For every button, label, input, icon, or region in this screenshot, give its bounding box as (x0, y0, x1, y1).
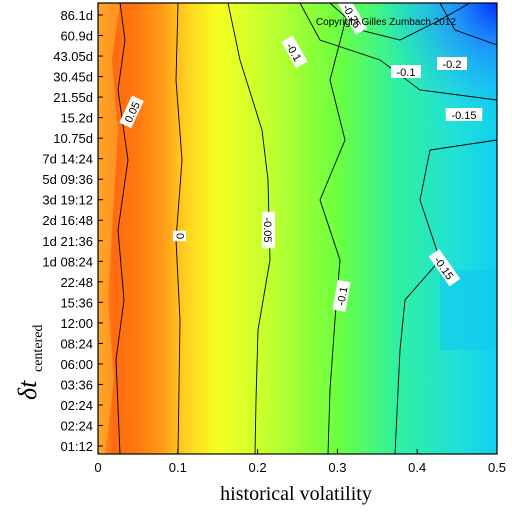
y-tick-label: 43.05d (53, 49, 93, 64)
y-tick-label: 21.55d (53, 90, 93, 105)
y-tick-label: 5d 09:36 (42, 172, 93, 187)
contour-label: -0.15 (445, 108, 483, 122)
x-axis-ticks: 0 0.1 0.2 0.3 0.4 0.5 (94, 449, 506, 475)
x-tick-label: 0.3 (328, 460, 346, 475)
y-axis-label: δt centered (13, 325, 46, 400)
x-axis-label: historical volatility (220, 483, 372, 505)
contour-label: -0.1 (332, 280, 351, 312)
heatmap-surface: 0.050 -0.05-0.1-0.1-0.15-0.15-0.2-0.25-0.… (98, 3, 497, 454)
y-tick-label: 06:00 (60, 357, 93, 372)
y-tick-label: 2d 16:48 (42, 213, 93, 228)
contour-label-text: -0.15 (451, 110, 476, 122)
contour-line (175, 3, 183, 454)
contour-label-text: -0.05 (261, 217, 273, 242)
contour-label-bg (337, 3, 368, 35)
contour-label-bg (445, 108, 483, 121)
y-tick-label: 3d 19:12 (42, 193, 93, 208)
contour-label-bg (332, 280, 351, 312)
contour-label: -0.2 (437, 57, 467, 71)
contour-line (439, 3, 497, 46)
contour-label-bg (281, 35, 308, 68)
contour-label-bg (119, 95, 144, 129)
contour-label-text: 0 (175, 233, 187, 239)
y-tick-label: 02:24 (60, 418, 93, 433)
x-tick-label: 0.5 (488, 460, 506, 475)
contour-label: -0.05 (261, 211, 275, 249)
contour-line (319, 3, 351, 454)
copyright-text: Copyright Gilles Zumbach 2012 (316, 17, 457, 28)
y-tick-label: 10.75d (53, 131, 93, 146)
y-tick-label: 03:36 (60, 377, 93, 392)
x-tick-label: 0.1 (169, 460, 187, 475)
contour-line (115, 3, 129, 454)
contour-label-text: -0.1 (397, 67, 416, 79)
x-tick-label: 0.2 (249, 460, 267, 475)
y-axis-ticks: 86.1d 60.9d 43.05d 30.45d 21.55d 15.2d 10.75d 7… (42, 8, 103, 454)
y-axis-label-sub: centered (31, 325, 46, 372)
contour-label-bg (173, 230, 186, 242)
contour-label-text: -0.1 (335, 286, 350, 307)
x-tick-label: 0 (94, 460, 101, 475)
y-tick-label: 86.1d (60, 8, 93, 23)
contour-label: -0.1 (391, 65, 421, 79)
y-tick-label: 01:12 (60, 439, 93, 454)
y-tick-label: 15:36 (60, 295, 93, 310)
contour-label-text: -0.2 (443, 59, 462, 71)
contour-label-bg (262, 211, 275, 249)
contour-line (299, 3, 497, 101)
y-axis-label-main: δt (13, 380, 42, 400)
y-tick-label: 12:00 (60, 316, 93, 331)
plot-frame (97, 2, 498, 455)
y-tick-label: 1d 08:24 (42, 254, 93, 269)
y-tick-label: 02:24 (60, 398, 93, 413)
contour-label-bg (391, 65, 421, 78)
y-tick-label: 60.9d (60, 29, 93, 44)
y-tick-label: 22:48 (60, 275, 93, 290)
contour-label-bg (428, 249, 461, 287)
contour-label: 0 (173, 230, 187, 242)
y-tick-label: 30.45d (53, 70, 93, 85)
y-tick-label: 7d 14:24 (42, 152, 93, 167)
y-tick-label: 15.2d (60, 111, 93, 126)
x-tick-label: 0.4 (408, 460, 426, 475)
y-tick-label: 1d 21:36 (42, 234, 93, 249)
y-tick-label: 08:24 (60, 336, 93, 351)
contour-label-bg (437, 57, 467, 70)
